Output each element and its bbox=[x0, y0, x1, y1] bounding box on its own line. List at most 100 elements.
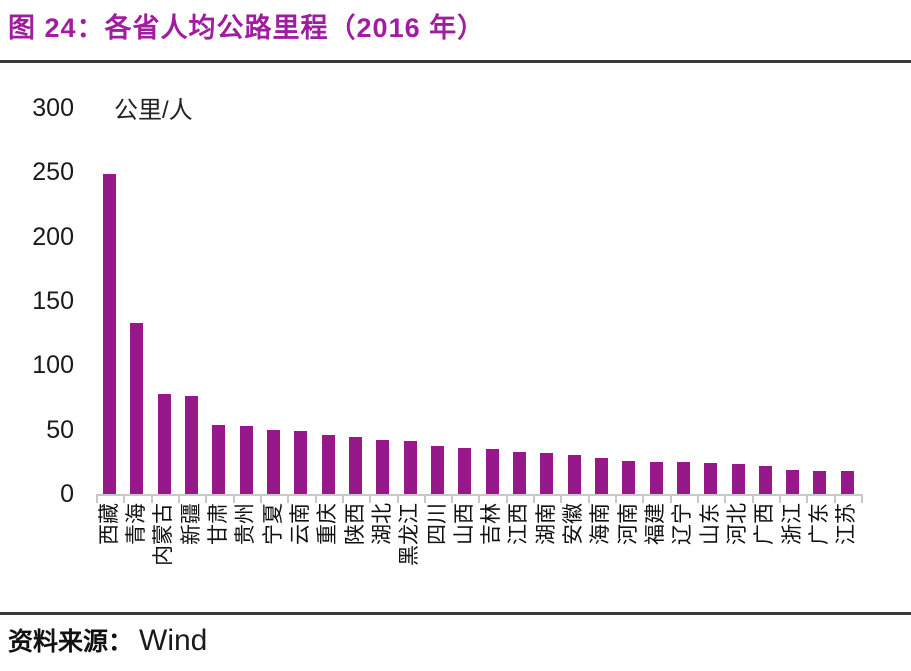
axis-tick bbox=[615, 494, 618, 503]
x-axis-label-text: 河北 bbox=[726, 503, 750, 545]
y-axis-label: 200 bbox=[32, 222, 74, 251]
y-axis-label: 300 bbox=[32, 94, 74, 122]
bar bbox=[594, 457, 608, 494]
x-axis-label-text: 四川 bbox=[425, 503, 449, 545]
x-axis-label: 广西 bbox=[753, 503, 776, 545]
x-axis-label: 内蒙古 bbox=[152, 503, 175, 566]
x-axis-label-text: 福建 bbox=[644, 503, 668, 545]
bar bbox=[676, 461, 690, 494]
x-axis-label: 甘肃 bbox=[207, 503, 230, 545]
x-axis-label-text: 西藏 bbox=[97, 503, 121, 545]
x-axis-label: 河南 bbox=[617, 503, 640, 545]
x-axis-label: 广东 bbox=[808, 503, 831, 545]
bar bbox=[130, 322, 144, 494]
x-axis-label: 山西 bbox=[453, 503, 476, 545]
axis-tick bbox=[806, 494, 809, 503]
y-axis-label: 150 bbox=[32, 287, 74, 315]
x-axis-label: 福建 bbox=[644, 503, 667, 545]
bar bbox=[431, 446, 444, 494]
top-divider bbox=[0, 60, 911, 63]
bar bbox=[704, 463, 718, 494]
bar bbox=[403, 441, 417, 494]
source-value: Wind bbox=[139, 624, 208, 657]
axis-tick bbox=[478, 494, 481, 503]
x-axis-label-text: 云南 bbox=[288, 503, 312, 545]
axis-tick bbox=[697, 494, 700, 503]
axis-tick bbox=[505, 494, 508, 503]
axis-tick bbox=[177, 494, 180, 503]
y-axis-label: 50 bbox=[46, 415, 74, 444]
bar bbox=[376, 439, 390, 494]
x-axis-label: 湖南 bbox=[535, 503, 558, 545]
axis-tick bbox=[833, 494, 836, 503]
x-axis-label-text: 内蒙古 bbox=[152, 503, 176, 566]
x-axis-label-text: 安徽 bbox=[562, 503, 586, 545]
bar bbox=[212, 424, 226, 494]
x-axis-label-text: 湖南 bbox=[534, 503, 558, 545]
bar bbox=[485, 448, 499, 494]
bar bbox=[185, 396, 199, 494]
x-axis-label: 江西 bbox=[507, 503, 530, 545]
x-axis-label-text: 江苏 bbox=[835, 503, 859, 545]
axis-tick bbox=[724, 494, 727, 503]
axis-tick bbox=[150, 494, 153, 503]
x-axis-label: 辽宁 bbox=[671, 503, 694, 545]
x-axis-label: 安徽 bbox=[562, 503, 585, 545]
axis-tick bbox=[587, 494, 590, 503]
axis-tick bbox=[669, 494, 672, 503]
axis-tick bbox=[259, 494, 262, 503]
x-axis-label-text: 甘肃 bbox=[206, 503, 230, 545]
x-axis-label-text: 山东 bbox=[698, 503, 722, 545]
bar bbox=[731, 464, 745, 494]
bar bbox=[786, 469, 800, 494]
bar bbox=[540, 452, 554, 494]
source-line: 资料来源： Wind bbox=[8, 622, 207, 658]
x-axis-label-text: 浙江 bbox=[780, 503, 804, 545]
x-axis-label: 西藏 bbox=[98, 503, 121, 545]
x-axis-label-text: 广东 bbox=[807, 503, 831, 545]
x-axis-label: 山东 bbox=[699, 503, 722, 545]
x-axis-label-text: 辽宁 bbox=[671, 503, 695, 545]
axis-tick bbox=[533, 494, 536, 503]
x-axis-label: 陕西 bbox=[344, 503, 367, 545]
x-axis-label: 江苏 bbox=[835, 503, 858, 545]
axis-tick bbox=[369, 494, 372, 503]
x-axis-label: 四川 bbox=[426, 503, 449, 545]
x-axis-label: 海南 bbox=[589, 503, 612, 545]
bar bbox=[622, 460, 636, 494]
x-axis-label-text: 贵州 bbox=[234, 503, 258, 545]
axis-tick bbox=[287, 494, 290, 503]
x-axis-label-text: 陕西 bbox=[343, 503, 367, 545]
y-axis-label: 250 bbox=[32, 158, 74, 187]
x-axis-label-text: 河南 bbox=[616, 503, 640, 545]
x-axis-label-text: 青海 bbox=[124, 503, 148, 545]
axis-tick bbox=[751, 494, 754, 503]
x-axis-label: 云南 bbox=[289, 503, 312, 545]
axis-tick bbox=[96, 494, 98, 503]
bar bbox=[267, 429, 281, 494]
axis-tick bbox=[423, 494, 426, 503]
bar bbox=[567, 455, 581, 494]
x-axis-label-text: 新疆 bbox=[179, 503, 203, 545]
source-label: 资料来源： bbox=[8, 627, 134, 656]
axis-tick bbox=[779, 494, 781, 503]
bar bbox=[649, 461, 663, 494]
x-axis-label-text: 广西 bbox=[753, 503, 777, 545]
bar bbox=[157, 393, 171, 494]
bar bbox=[758, 465, 772, 494]
x-axis-label: 黑龙江 bbox=[398, 503, 421, 566]
axis-tick bbox=[123, 494, 126, 503]
bar bbox=[512, 451, 526, 494]
x-axis-label: 吉林 bbox=[480, 503, 503, 545]
x-axis-label: 贵州 bbox=[234, 503, 257, 545]
x-axis-label: 浙江 bbox=[781, 503, 804, 545]
bar bbox=[321, 434, 335, 494]
axis-tick bbox=[232, 494, 235, 503]
x-axis-label-text: 湖北 bbox=[370, 503, 394, 545]
x-axis-label: 湖北 bbox=[371, 503, 394, 545]
y-axis-label: 0 bbox=[60, 480, 74, 508]
bar bbox=[294, 430, 308, 494]
x-axis-label-text: 宁夏 bbox=[261, 503, 285, 545]
bar bbox=[103, 173, 117, 494]
